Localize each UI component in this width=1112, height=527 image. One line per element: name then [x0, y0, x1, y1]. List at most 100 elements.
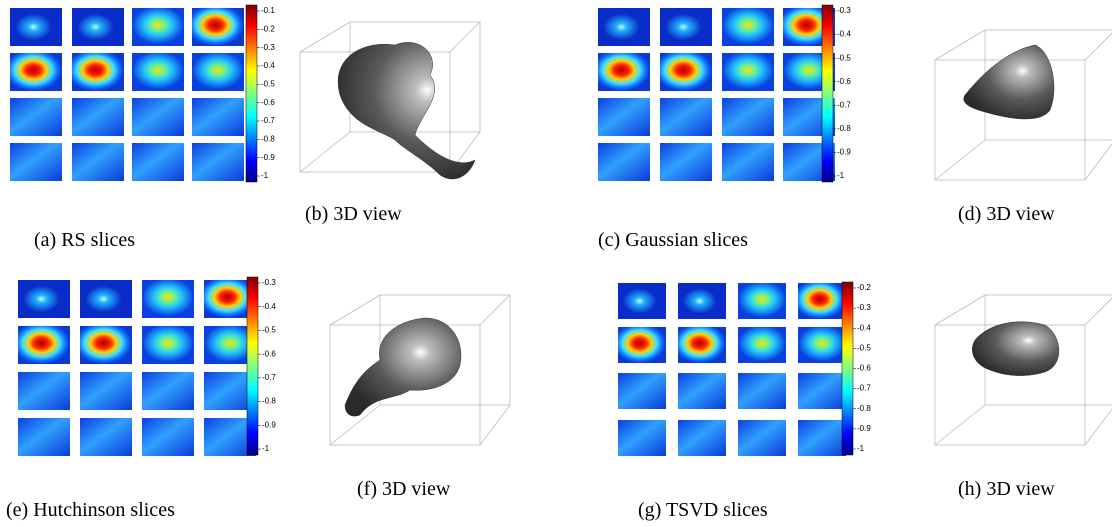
colorbar-tick-label: -0.9 — [261, 153, 275, 162]
isosurface — [344, 317, 462, 417]
slice-tile — [598, 8, 650, 46]
colorbar-tick-label: -0.9 — [857, 424, 871, 433]
colorbar-tick-label: -0.4 — [857, 323, 871, 332]
cube-edge — [299, 21, 351, 53]
caption: (h) 3D view — [958, 478, 1055, 500]
slice-tile — [72, 53, 124, 91]
colorbar-tick-label: -0.8 — [857, 404, 871, 413]
slice-tile — [738, 373, 786, 409]
slice-tile — [132, 8, 184, 46]
colorbar-tick-label: -0.5 — [262, 326, 276, 335]
slice-tile — [618, 420, 666, 456]
caption: (d) 3D view — [958, 203, 1055, 225]
slice-tile — [722, 98, 774, 136]
slice-tile — [10, 8, 62, 46]
colorbar-tick-label: -0.2 — [261, 24, 275, 33]
slice-tile — [738, 327, 786, 363]
slice-tile — [738, 420, 786, 456]
slice-tile — [660, 98, 712, 136]
cube-edge — [479, 404, 511, 446]
slice-tile — [798, 373, 846, 409]
colorbar-tick-label: -0.2 — [857, 283, 871, 292]
cube-edge — [934, 139, 986, 181]
cube-edge — [299, 131, 351, 173]
slice-tile — [80, 280, 132, 318]
cube-edge — [934, 294, 986, 326]
isosurface — [972, 321, 1060, 376]
colorbar-tick-label: -0.6 — [261, 98, 275, 107]
isosurface — [337, 42, 476, 180]
slice-tile — [738, 283, 786, 319]
slice-tile — [798, 420, 846, 456]
colorbar-tick-label: -0.9 — [837, 148, 851, 157]
colorbar-tick-label: -0.9 — [262, 420, 276, 429]
cube-edge — [479, 294, 511, 326]
slice-tile — [598, 143, 650, 181]
colorbar-tick-label: -0.8 — [262, 397, 276, 406]
slice-tile — [10, 53, 62, 91]
colorbar-tick-label: -0.6 — [857, 364, 871, 373]
colorbar-tick-label: -1 — [837, 171, 845, 180]
colorbar-tick-label: -0.8 — [837, 124, 851, 133]
slice-tile — [678, 283, 726, 319]
colorbar-tick-label: -0.7 — [262, 373, 276, 382]
colorbar-tick-label: -0.4 — [837, 30, 851, 39]
slice-tile — [678, 420, 726, 456]
colorbar — [245, 4, 258, 183]
slice-tile — [660, 8, 712, 46]
slice-tile — [598, 53, 650, 91]
slice-tile — [192, 98, 244, 136]
slice-tile — [72, 143, 124, 181]
slice-tile — [18, 418, 70, 456]
colorbar-tick-label: -0.3 — [857, 303, 871, 312]
slice-tile — [18, 372, 70, 410]
colorbar-tick-label: -0.5 — [261, 79, 275, 88]
slice-tile — [192, 8, 244, 46]
colorbar-tick-label: -0.1 — [261, 6, 275, 15]
cube-edge — [934, 29, 986, 61]
colorbar-tick-label: -0.7 — [261, 116, 275, 125]
colorbar-tick-label: -0.4 — [261, 61, 275, 70]
colorbar-tick-label: -0.3 — [837, 6, 851, 15]
slice-tile — [132, 98, 184, 136]
cube-edge — [329, 404, 381, 446]
caption: (g) TSVD slices — [638, 499, 768, 521]
colorbar-tick-label: -0.7 — [857, 384, 871, 393]
slice-tile — [192, 143, 244, 181]
slice-tile — [80, 372, 132, 410]
colorbar-tick-label: -0.8 — [261, 134, 275, 143]
cube-edge — [449, 21, 481, 53]
colorbar-tick-label: -1 — [857, 444, 865, 453]
colorbar — [841, 281, 854, 456]
slice-tile — [678, 373, 726, 409]
slice-tile — [10, 98, 62, 136]
colorbar — [821, 4, 834, 183]
slice-tile — [660, 143, 712, 181]
slice-tile — [798, 283, 846, 319]
caption: (b) 3D view — [305, 203, 402, 225]
isosurface — [963, 44, 1055, 120]
slice-tile — [722, 53, 774, 91]
slice-tile — [142, 326, 194, 364]
colorbar-tick-label: -1 — [261, 171, 269, 180]
colorbar — [246, 276, 259, 456]
slice-tile — [18, 326, 70, 364]
colorbar-tick-label: -0.7 — [837, 100, 851, 109]
slice-tile — [142, 372, 194, 410]
colorbar-tick-label: -1 — [262, 444, 270, 453]
colorbar-tick-label: -0.3 — [262, 278, 276, 287]
slice-tile — [618, 283, 666, 319]
slice-tile — [192, 53, 244, 91]
colorbar-tick-label: -0.3 — [261, 43, 275, 52]
slice-tile — [722, 143, 774, 181]
slice-tile — [618, 327, 666, 363]
slice-tile — [618, 373, 666, 409]
caption: (e) Hutchinson slices — [6, 499, 175, 521]
slice-tile — [132, 143, 184, 181]
slice-tile — [80, 418, 132, 456]
slice-tile — [598, 98, 650, 136]
colorbar-tick-label: -0.6 — [837, 77, 851, 86]
slice-tile — [798, 327, 846, 363]
slice-tile — [18, 280, 70, 318]
